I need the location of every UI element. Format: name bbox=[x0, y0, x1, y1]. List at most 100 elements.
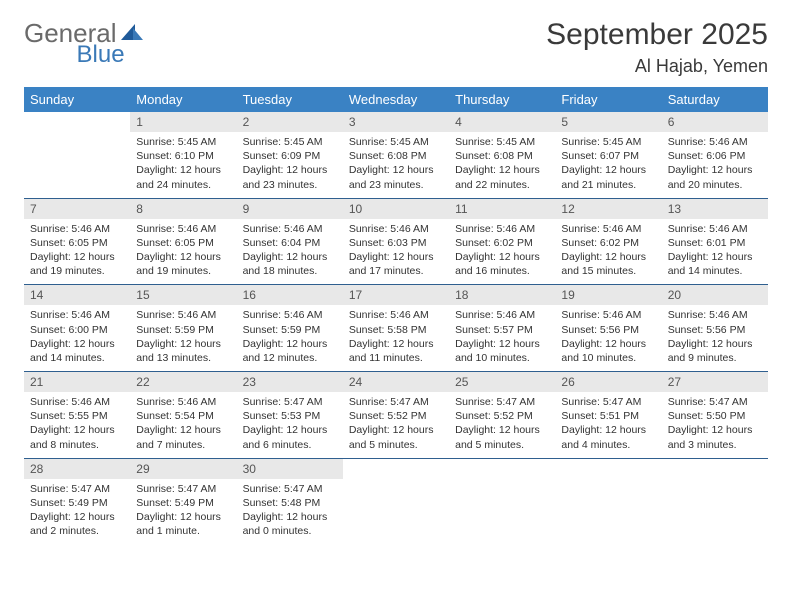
calendar-day-cell: 11Sunrise: 5:46 AMSunset: 6:02 PMDayligh… bbox=[449, 198, 555, 285]
calendar-day-cell: 17Sunrise: 5:46 AMSunset: 5:58 PMDayligh… bbox=[343, 285, 449, 372]
day-number: 22 bbox=[130, 372, 236, 392]
day-number: 14 bbox=[24, 285, 130, 305]
calendar-day-cell: 24Sunrise: 5:47 AMSunset: 5:52 PMDayligh… bbox=[343, 372, 449, 459]
day-details: Sunrise: 5:47 AMSunset: 5:53 PMDaylight:… bbox=[237, 392, 343, 458]
calendar-empty-cell bbox=[662, 458, 768, 544]
day-number: 6 bbox=[662, 112, 768, 132]
title-block: September 2025 Al Hajab, Yemen bbox=[546, 18, 768, 77]
calendar-day-cell: 13Sunrise: 5:46 AMSunset: 6:01 PMDayligh… bbox=[662, 198, 768, 285]
calendar-week-row: 7Sunrise: 5:46 AMSunset: 6:05 PMDaylight… bbox=[24, 198, 768, 285]
day-number: 27 bbox=[662, 372, 768, 392]
calendar-week-row: 1Sunrise: 5:45 AMSunset: 6:10 PMDaylight… bbox=[24, 112, 768, 198]
calendar-day-cell: 12Sunrise: 5:46 AMSunset: 6:02 PMDayligh… bbox=[555, 198, 661, 285]
calendar-day-cell: 26Sunrise: 5:47 AMSunset: 5:51 PMDayligh… bbox=[555, 372, 661, 459]
day-details: Sunrise: 5:47 AMSunset: 5:51 PMDaylight:… bbox=[555, 392, 661, 458]
calendar-day-cell: 1Sunrise: 5:45 AMSunset: 6:10 PMDaylight… bbox=[130, 112, 236, 198]
calendar-empty-cell bbox=[555, 458, 661, 544]
day-details: Sunrise: 5:47 AMSunset: 5:48 PMDaylight:… bbox=[237, 479, 343, 545]
weekday-header: Wednesday bbox=[343, 87, 449, 112]
day-details: Sunrise: 5:46 AMSunset: 6:05 PMDaylight:… bbox=[24, 219, 130, 285]
day-number: 23 bbox=[237, 372, 343, 392]
day-number: 8 bbox=[130, 199, 236, 219]
day-details: Sunrise: 5:46 AMSunset: 6:01 PMDaylight:… bbox=[662, 219, 768, 285]
weekday-header: Thursday bbox=[449, 87, 555, 112]
day-number: 10 bbox=[343, 199, 449, 219]
weekday-header: Tuesday bbox=[237, 87, 343, 112]
calendar-day-cell: 23Sunrise: 5:47 AMSunset: 5:53 PMDayligh… bbox=[237, 372, 343, 459]
day-number: 29 bbox=[130, 459, 236, 479]
day-number: 11 bbox=[449, 199, 555, 219]
day-details: Sunrise: 5:46 AMSunset: 6:02 PMDaylight:… bbox=[555, 219, 661, 285]
day-number: 12 bbox=[555, 199, 661, 219]
calendar-day-cell: 22Sunrise: 5:46 AMSunset: 5:54 PMDayligh… bbox=[130, 372, 236, 459]
day-details: Sunrise: 5:46 AMSunset: 5:57 PMDaylight:… bbox=[449, 305, 555, 371]
day-number: 25 bbox=[449, 372, 555, 392]
brand-logo: General Blue bbox=[24, 18, 193, 49]
day-details: Sunrise: 5:46 AMSunset: 6:04 PMDaylight:… bbox=[237, 219, 343, 285]
day-number: 17 bbox=[343, 285, 449, 305]
day-number: 13 bbox=[662, 199, 768, 219]
calendar-day-cell: 3Sunrise: 5:45 AMSunset: 6:08 PMDaylight… bbox=[343, 112, 449, 198]
day-number: 1 bbox=[130, 112, 236, 132]
calendar-day-cell: 16Sunrise: 5:46 AMSunset: 5:59 PMDayligh… bbox=[237, 285, 343, 372]
calendar-day-cell: 10Sunrise: 5:46 AMSunset: 6:03 PMDayligh… bbox=[343, 198, 449, 285]
day-details: Sunrise: 5:46 AMSunset: 5:54 PMDaylight:… bbox=[130, 392, 236, 458]
day-number: 4 bbox=[449, 112, 555, 132]
day-details: Sunrise: 5:47 AMSunset: 5:49 PMDaylight:… bbox=[24, 479, 130, 545]
calendar-day-cell: 19Sunrise: 5:46 AMSunset: 5:56 PMDayligh… bbox=[555, 285, 661, 372]
calendar-day-cell: 27Sunrise: 5:47 AMSunset: 5:50 PMDayligh… bbox=[662, 372, 768, 459]
calendar-day-cell: 21Sunrise: 5:46 AMSunset: 5:55 PMDayligh… bbox=[24, 372, 130, 459]
calendar-week-row: 28Sunrise: 5:47 AMSunset: 5:49 PMDayligh… bbox=[24, 458, 768, 544]
calendar-day-cell: 5Sunrise: 5:45 AMSunset: 6:07 PMDaylight… bbox=[555, 112, 661, 198]
day-number: 28 bbox=[24, 459, 130, 479]
day-number: 7 bbox=[24, 199, 130, 219]
day-number: 26 bbox=[555, 372, 661, 392]
day-details: Sunrise: 5:45 AMSunset: 6:08 PMDaylight:… bbox=[343, 132, 449, 198]
day-number: 24 bbox=[343, 372, 449, 392]
calendar-day-cell: 4Sunrise: 5:45 AMSunset: 6:08 PMDaylight… bbox=[449, 112, 555, 198]
day-details: Sunrise: 5:47 AMSunset: 5:52 PMDaylight:… bbox=[343, 392, 449, 458]
calendar-day-cell: 9Sunrise: 5:46 AMSunset: 6:04 PMDaylight… bbox=[237, 198, 343, 285]
day-number: 16 bbox=[237, 285, 343, 305]
calendar-empty-cell bbox=[343, 458, 449, 544]
header-row: General Blue September 2025 Al Hajab, Ye… bbox=[24, 18, 768, 77]
calendar-day-cell: 30Sunrise: 5:47 AMSunset: 5:48 PMDayligh… bbox=[237, 458, 343, 544]
day-number: 19 bbox=[555, 285, 661, 305]
logo-text-blue: Blue bbox=[77, 41, 125, 69]
calendar-empty-cell bbox=[24, 112, 130, 198]
calendar-day-cell: 7Sunrise: 5:46 AMSunset: 6:05 PMDaylight… bbox=[24, 198, 130, 285]
day-details: Sunrise: 5:46 AMSunset: 6:02 PMDaylight:… bbox=[449, 219, 555, 285]
day-number: 21 bbox=[24, 372, 130, 392]
calendar-day-cell: 6Sunrise: 5:46 AMSunset: 6:06 PMDaylight… bbox=[662, 112, 768, 198]
calendar-day-cell: 14Sunrise: 5:46 AMSunset: 6:00 PMDayligh… bbox=[24, 285, 130, 372]
day-details: Sunrise: 5:46 AMSunset: 5:56 PMDaylight:… bbox=[662, 305, 768, 371]
day-details: Sunrise: 5:46 AMSunset: 5:59 PMDaylight:… bbox=[237, 305, 343, 371]
calendar-body: 1Sunrise: 5:45 AMSunset: 6:10 PMDaylight… bbox=[24, 112, 768, 544]
calendar-day-cell: 28Sunrise: 5:47 AMSunset: 5:49 PMDayligh… bbox=[24, 458, 130, 544]
calendar-table: SundayMondayTuesdayWednesdayThursdayFrid… bbox=[24, 87, 768, 544]
calendar-header: SundayMondayTuesdayWednesdayThursdayFrid… bbox=[24, 87, 768, 112]
day-details: Sunrise: 5:46 AMSunset: 6:05 PMDaylight:… bbox=[130, 219, 236, 285]
weekday-header: Saturday bbox=[662, 87, 768, 112]
day-number: 2 bbox=[237, 112, 343, 132]
calendar-week-row: 21Sunrise: 5:46 AMSunset: 5:55 PMDayligh… bbox=[24, 372, 768, 459]
day-details: Sunrise: 5:46 AMSunset: 5:59 PMDaylight:… bbox=[130, 305, 236, 371]
day-number: 5 bbox=[555, 112, 661, 132]
day-details: Sunrise: 5:46 AMSunset: 5:55 PMDaylight:… bbox=[24, 392, 130, 458]
day-number: 3 bbox=[343, 112, 449, 132]
day-number: 15 bbox=[130, 285, 236, 305]
day-number: 18 bbox=[449, 285, 555, 305]
day-details: Sunrise: 5:45 AMSunset: 6:09 PMDaylight:… bbox=[237, 132, 343, 198]
calendar-day-cell: 20Sunrise: 5:46 AMSunset: 5:56 PMDayligh… bbox=[662, 285, 768, 372]
day-number: 30 bbox=[237, 459, 343, 479]
location-label: Al Hajab, Yemen bbox=[546, 56, 768, 77]
calendar-day-cell: 25Sunrise: 5:47 AMSunset: 5:52 PMDayligh… bbox=[449, 372, 555, 459]
weekday-header: Sunday bbox=[24, 87, 130, 112]
day-number: 9 bbox=[237, 199, 343, 219]
calendar-day-cell: 18Sunrise: 5:46 AMSunset: 5:57 PMDayligh… bbox=[449, 285, 555, 372]
day-details: Sunrise: 5:46 AMSunset: 6:03 PMDaylight:… bbox=[343, 219, 449, 285]
day-details: Sunrise: 5:47 AMSunset: 5:49 PMDaylight:… bbox=[130, 479, 236, 545]
day-details: Sunrise: 5:45 AMSunset: 6:07 PMDaylight:… bbox=[555, 132, 661, 198]
day-details: Sunrise: 5:45 AMSunset: 6:08 PMDaylight:… bbox=[449, 132, 555, 198]
logo-triangle2-icon bbox=[133, 28, 143, 40]
